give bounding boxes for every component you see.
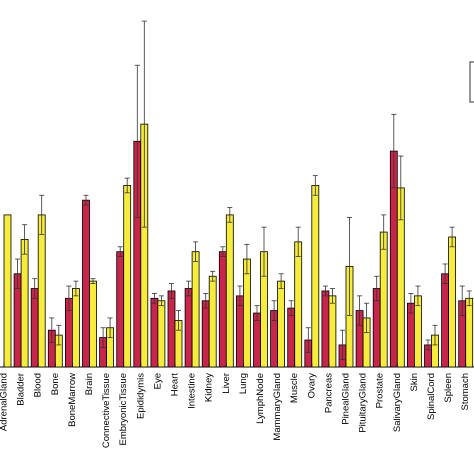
bar-LymphNode-series1 [253,312,261,368]
x-tick-label-EmbryonicTissue: EmbryonicTissue [118,373,129,446]
x-tick-label-Intestine: Intestine [187,373,198,409]
bar-EmbryonicTissue-series2 [123,185,132,368]
x-tick-label-MammaryGland: MammaryGland [272,373,283,441]
bar-Eye-series1 [150,297,159,368]
bar-AdrenalGland-series2 [3,214,12,368]
x-tick-label-ConnectiveTissue: ConnectiveTissue [101,373,112,448]
bar-Stomach-series2 [465,297,474,368]
x-tick-labels: AdrenalGland Bladder Blood Bone BoneMarrow Br… [0,373,471,449]
bar-Ovary-series2 [311,185,320,368]
bar-Spleen-series2 [448,236,457,368]
bar-Prostate-series2 [379,231,388,368]
bar-Muscle-series1 [287,307,296,368]
bar-Intestine-series2 [191,251,200,368]
x-tick-label-Brain: Brain [84,373,95,395]
x-tick-label-Heart: Heart [170,373,181,397]
x-tick-label-Prostate: Prostate [375,373,386,408]
x-tick-label-Epididymis: Epididymis [135,373,146,419]
bar-Lung-series2 [242,258,251,368]
bar-Brain-series2 [89,280,97,368]
x-tick-label-SpinalCord: SpinalCord [426,373,437,420]
x-tick-label-Bone: Bone [50,373,61,395]
errorbars-layer [15,20,472,361]
bar-Intestine-series1 [184,288,193,368]
x-tick-label-Blood: Blood [33,373,44,397]
x-tick-label-PinealGland: PinealGland [341,373,352,425]
x-tick-label-Spleen: Spleen [443,373,454,403]
x-tick-label-Lung: Lung [238,373,249,394]
bar-MammaryGland-series2 [277,280,286,368]
bar-BoneMarrow-series2 [72,288,80,368]
x-tick-label-Bladder: Bladder [16,373,27,406]
bar-Eye-series2 [157,300,166,368]
x-tick-label-Kidney: Kidney [204,373,215,402]
x-tick-label-AdrenalGland: AdrenalGland [0,373,10,431]
bar-Pancreas-series2 [328,295,337,368]
x-tick-label-LymphNode: LymphNode [255,373,266,424]
x-tick-label-Skin: Skin [409,373,420,391]
x-tick-layer [3,363,467,367]
bar-Spleen-series1 [441,273,450,368]
x-tick-label-Pancreas: Pancreas [323,373,334,413]
bar-Bladder-series2 [20,239,29,368]
x-tick-label-Liver: Liver [221,373,232,394]
x-tick-label-Muscle: Muscle [289,373,300,403]
bar-Liver-series1 [218,251,227,368]
x-tick-label-Eye: Eye [152,373,163,389]
x-tick-label-SalivaryGland: SalivaryGland [392,373,403,432]
bar-Liver-series2 [225,214,234,368]
x-tick-label-Ovary: Ovary [306,373,317,399]
bar-Kidney-series2 [208,275,217,368]
bar-Kidney-series1 [201,300,210,368]
bar-Lung-series1 [235,295,244,368]
bar-Skin-series2 [413,295,422,368]
legend-box-edge [469,61,474,103]
x-tick-label-BoneMarrow: BoneMarrow [67,373,78,427]
bar-Brain-series1 [82,199,90,368]
bar-Blood-series2 [37,214,46,368]
bar-Pancreas-series1 [321,290,330,368]
bars-layer [3,123,474,368]
bar-Blood-series1 [30,288,39,368]
bar-Muscle-series2 [294,241,303,368]
x-tick-label-PituitaryGland: PituitaryGland [358,373,369,433]
x-tick-label-Stomach: Stomach [460,373,471,411]
bar-EmbryonicTissue-series1 [116,251,125,368]
bar-Heart-series1 [167,290,176,368]
